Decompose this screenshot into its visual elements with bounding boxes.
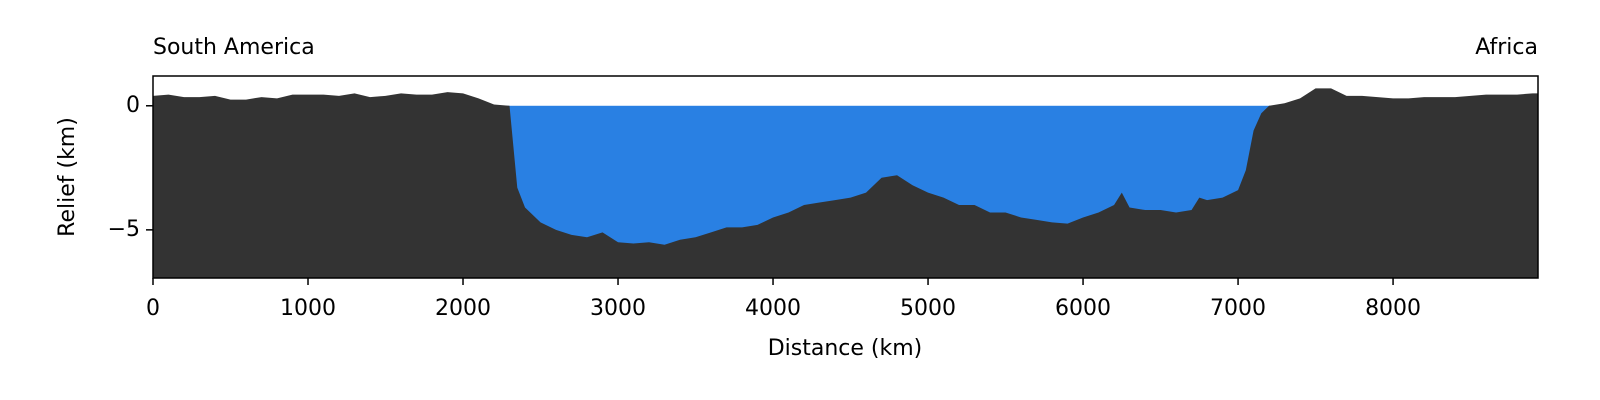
x-tick-label: 1000: [280, 296, 336, 321]
x-tick-label: 0: [146, 296, 160, 321]
y-tick-label: −5: [108, 217, 140, 242]
y-tick-label: 0: [126, 93, 140, 118]
x-tick-label: 5000: [900, 296, 956, 321]
annotation-left: South America: [153, 35, 315, 60]
x-tick-label: 7000: [1210, 296, 1266, 321]
x-tick-label: 6000: [1055, 296, 1111, 321]
x-tick-label: 3000: [590, 296, 646, 321]
land-area: [153, 88, 1538, 278]
plot-frame: [152, 75, 1539, 279]
annotation-right: Africa: [1475, 35, 1538, 60]
x-axis-label: Distance (km): [768, 336, 923, 361]
x-tick-label: 8000: [1365, 296, 1421, 321]
y-axis-label: Relief (km): [55, 117, 80, 237]
x-tick-label: 4000: [745, 296, 801, 321]
x-tick-label: 2000: [435, 296, 491, 321]
